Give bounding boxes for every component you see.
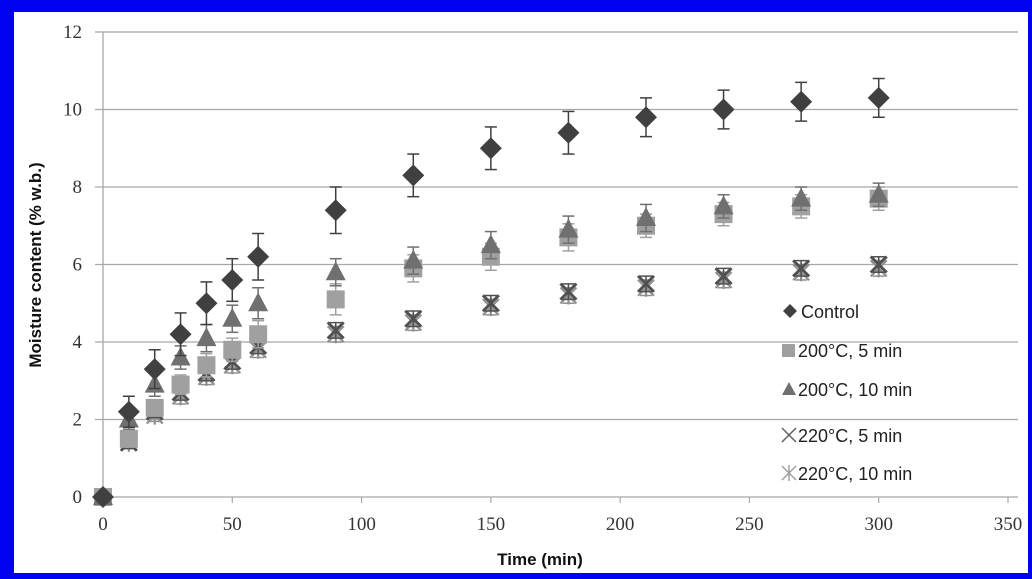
- y-tick-label: 8: [73, 177, 83, 198]
- x-tick-label: 50: [223, 514, 242, 535]
- square-icon: [782, 344, 795, 357]
- legend-label: 200°C, 5 min: [798, 341, 902, 361]
- gridlines: [95, 31, 1018, 498]
- legend-item-200c-5min: 200°C, 5 min: [782, 341, 902, 361]
- x-axis-label: Time (min): [497, 550, 583, 569]
- x-tick-label: 300: [864, 514, 893, 535]
- legend-label: 200°C, 10 min: [798, 380, 912, 400]
- x-tick-label: 100: [347, 514, 376, 535]
- y-tick-label: 10: [63, 100, 82, 121]
- y-tick-label: 2: [73, 410, 83, 431]
- x-tick-label: 350: [994, 514, 1023, 535]
- y-tick-label: 12: [63, 22, 82, 43]
- legend-label: 220°C, 10 min: [798, 464, 912, 484]
- asterisk-icon: [781, 465, 797, 481]
- y-tick-label: 4: [73, 332, 83, 353]
- legend: Control 200°C, 5 min 200°C, 10 min 220°C…: [781, 302, 912, 484]
- triangle-icon: [782, 382, 796, 395]
- y-tick-label: 0: [73, 487, 83, 508]
- series-triangle: [93, 182, 889, 505]
- x-tick-label: 250: [735, 514, 764, 535]
- series-x: [93, 255, 888, 507]
- x-mark-icon: [781, 427, 797, 443]
- legend-item-control: Control: [783, 302, 859, 322]
- axes: 0 2 4 6 8 10 12 0 50 100 150 200 250 300 350: [63, 22, 1022, 535]
- y-tick-label: 6: [73, 255, 83, 276]
- x-tick-label: 150: [477, 514, 506, 535]
- x-tick-label: 200: [606, 514, 635, 535]
- series-diamond: [92, 77, 890, 508]
- chart-frame: [14, 12, 1028, 573]
- legend-item-220c-10min: 220°C, 10 min: [781, 464, 912, 484]
- legend-label: Control: [801, 302, 859, 322]
- x-tick-label: 0: [98, 514, 108, 535]
- diamond-icon: [783, 304, 797, 318]
- legend-item-220c-5min: 220°C, 5 min: [781, 426, 902, 446]
- legend-item-200c-10min: 200°C, 10 min: [782, 380, 912, 400]
- y-axis-label: Moisture content (% w.b.): [26, 162, 45, 367]
- legend-label: 220°C, 5 min: [798, 426, 902, 446]
- data-points: [92, 77, 890, 508]
